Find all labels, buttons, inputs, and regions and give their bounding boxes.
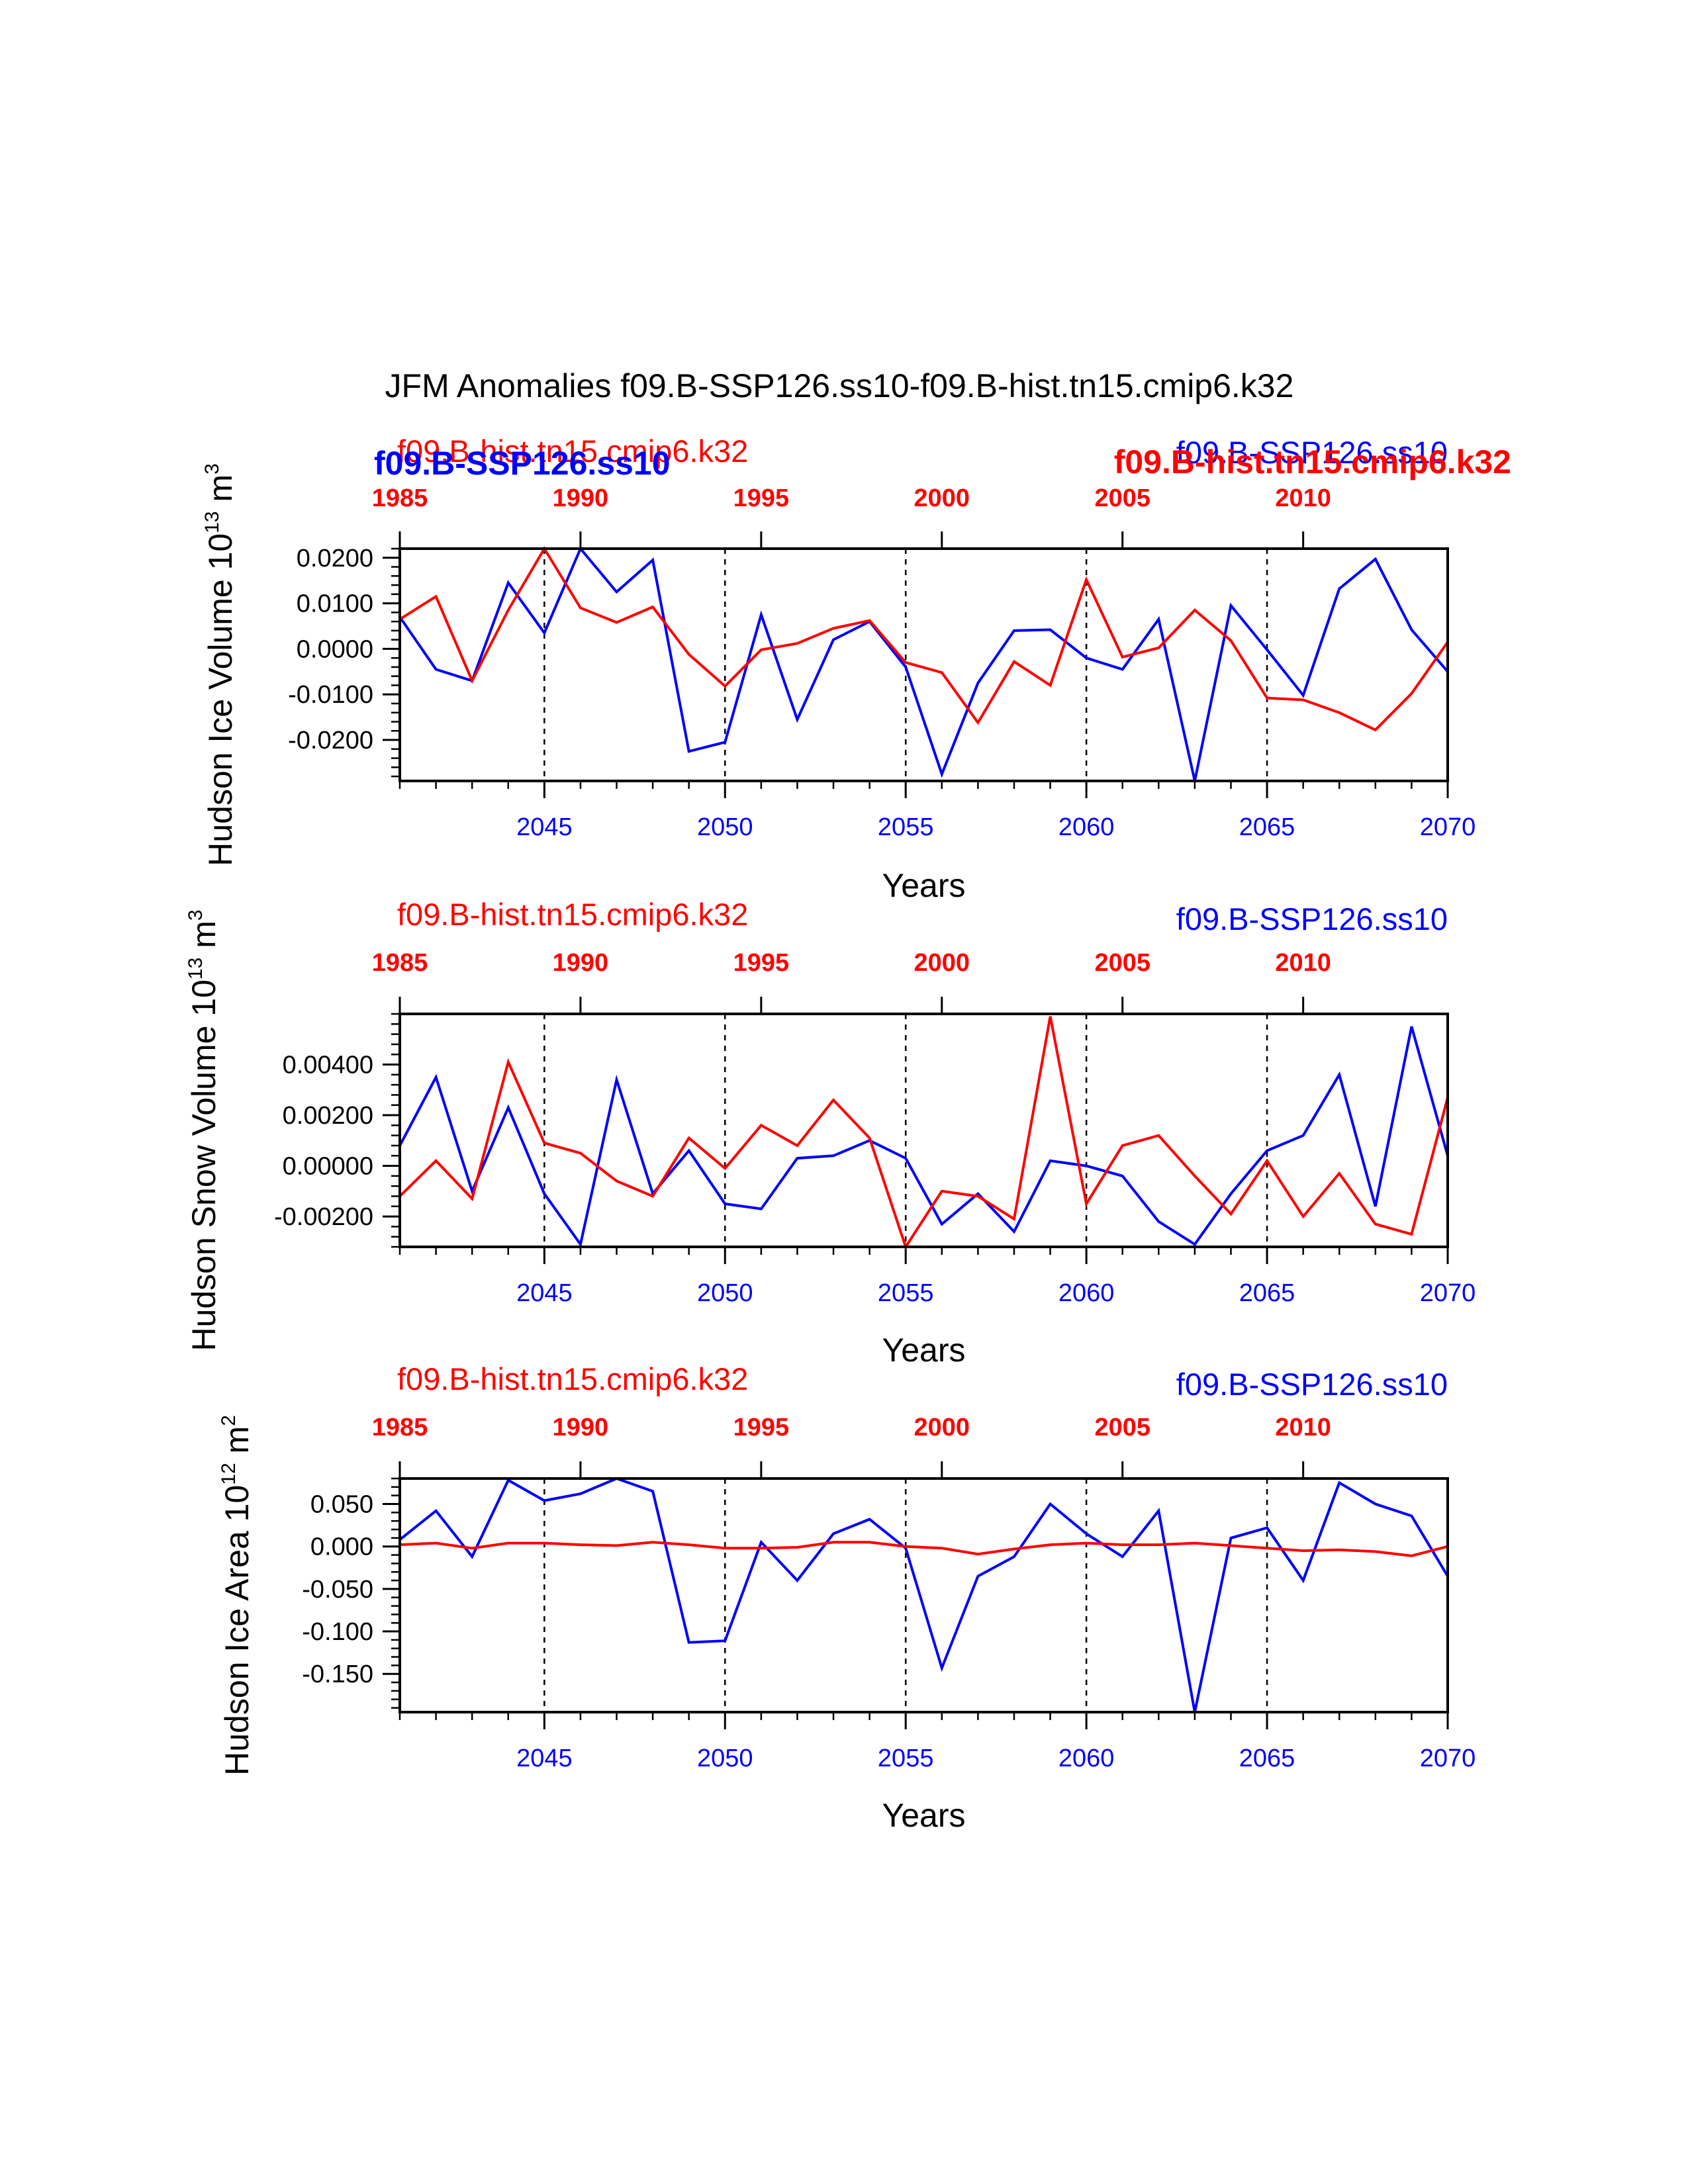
x-bottom-tick-label: 2065 <box>1239 813 1295 841</box>
series-line-ssp126 <box>400 1477 1448 1713</box>
y-tick-label: 0.050 <box>310 1491 373 1519</box>
x-bottom-tick-label: 2050 <box>697 1745 753 1772</box>
y-axis-label-unit: m <box>218 1426 256 1463</box>
x-axis-label: Years <box>882 1797 965 1834</box>
y-tick-label: 0.0100 <box>297 590 373 618</box>
y-axis-label: Hudson Snow Volume 1013 m3 <box>185 909 222 1351</box>
x-top-tick-label: 2010 <box>1275 484 1331 512</box>
figure-title: JFM Anomalies f09.B-SSP126.ss10-f09.B-hi… <box>385 367 1294 404</box>
panel-snow_volume: 2045 2050 2055 2060 2065 2070 1985 1990 1995 2000… <box>185 897 1476 1369</box>
x-top-tick-label: 1985 <box>372 484 428 512</box>
y-axis-label-text: Hudson Ice Area 10 <box>218 1485 256 1776</box>
y-tick-label: 0.000 <box>310 1533 373 1561</box>
y-axis-label-exp: 12 <box>218 1463 240 1484</box>
series-label-ssp: f09.B-SSP126.ss10 <box>1176 435 1448 470</box>
x-top-tick-label: 1995 <box>733 949 790 977</box>
y-axis-label: Hudson Ice Area 1012 m2 <box>218 1415 256 1776</box>
x-top-tick-label: 1990 <box>553 1414 609 1441</box>
x-axis-label: Years <box>882 867 965 904</box>
y-tick-label: 0.00000 <box>283 1153 373 1181</box>
series-label-hist: f09.B-hist.tn15.cmip6.k32 <box>397 897 748 932</box>
x-bottom-tick-label: 2055 <box>878 813 934 841</box>
series-label-ssp: f09.B-SSP126.ss10 <box>1176 901 1448 936</box>
series-label-hist-bold: f09.B-hist.tn15.cmip6.k32 <box>1114 443 1511 480</box>
y-tick-label: 0.0200 <box>297 545 373 572</box>
x-bottom-tick-label: 2045 <box>516 1279 573 1307</box>
series-line-ssp126 <box>400 1026 1448 1248</box>
x-top-tick-label: 2005 <box>1094 949 1150 977</box>
x-top-tick-label: 1995 <box>733 1414 790 1441</box>
y-tick-label: -0.00200 <box>274 1203 373 1231</box>
series-label-hist: f09.B-hist.tn15.cmip6.k32 <box>397 433 748 469</box>
x-bottom-tick-label: 2060 <box>1058 1745 1115 1772</box>
x-axis-label: Years <box>882 1332 965 1369</box>
x-bottom-tick-label: 2060 <box>1058 1279 1115 1307</box>
plot-frame <box>399 547 1449 782</box>
x-bottom-tick-label: 2045 <box>516 813 573 841</box>
y-axis-label: Hudson Ice Volume 1013 m3 <box>201 463 239 866</box>
y-axis-label-text: Hudson Snow Volume 10 <box>185 979 222 1351</box>
x-top-tick-label: 1990 <box>553 949 609 977</box>
x-bottom-tick-label: 2070 <box>1420 813 1476 841</box>
x-top-tick-label: 2005 <box>1094 1414 1150 1441</box>
series-line-hist <box>400 1016 1448 1250</box>
x-top-tick-label: 1990 <box>553 484 609 512</box>
x-top-tick-label: 2005 <box>1094 484 1150 512</box>
x-bottom-tick-label: 2050 <box>697 813 753 841</box>
series-line-ssp126 <box>400 546 1448 782</box>
y-axis-label-unit: m <box>185 921 222 958</box>
y-tick-label: -0.100 <box>302 1618 373 1646</box>
series-label-ssp: f09.B-SSP126.ss10 <box>1176 1367 1448 1402</box>
y-axis-label-exp: 13 <box>201 511 223 533</box>
panels: 2045 2050 2055 2060 2065 2070 1985 1990 1995 2000… <box>185 433 1511 1834</box>
x-top-tick-label: 1985 <box>372 1414 428 1441</box>
y-tick-label: -0.150 <box>302 1661 373 1688</box>
y-axis-label-unit-exp: 3 <box>201 463 223 475</box>
y-axis-label-exp: 13 <box>185 958 207 979</box>
x-bottom-tick-label: 2070 <box>1420 1279 1476 1307</box>
x-bottom-tick-label: 2065 <box>1239 1279 1295 1307</box>
y-axis-label-text: Hudson Ice Volume 10 <box>202 533 239 866</box>
x-top-tick-label: 2010 <box>1275 949 1331 977</box>
x-top-tick-label: 1995 <box>733 484 790 512</box>
x-top-tick-label: 2000 <box>914 1414 970 1441</box>
y-axis-label-unit-exp: 3 <box>185 909 207 921</box>
x-bottom-tick-label: 2060 <box>1058 813 1115 841</box>
series-line-hist <box>400 1541 1448 1557</box>
x-bottom-tick-label: 2055 <box>878 1745 934 1772</box>
y-axis-label-unit: m <box>202 475 239 512</box>
plot-frame <box>399 1477 1449 1713</box>
y-tick-label: -0.0100 <box>288 681 373 709</box>
x-bottom-tick-label: 2050 <box>697 1279 753 1307</box>
y-tick-label: -0.0200 <box>288 727 373 754</box>
y-tick-label: 0.0000 <box>297 635 373 663</box>
panel-ice_area: 2045 2050 2055 2060 2065 2070 1985 1990 1995 2000… <box>218 1361 1476 1834</box>
x-bottom-tick-label: 2070 <box>1420 1745 1476 1772</box>
x-top-tick-label: 2010 <box>1275 1414 1331 1441</box>
x-bottom-tick-label: 2065 <box>1239 1745 1295 1772</box>
x-top-tick-label: 2000 <box>914 484 970 512</box>
x-bottom-tick-label: 2055 <box>878 1279 934 1307</box>
series-label-ssp-bold: f09.B-SSP126.ss10 <box>374 445 671 482</box>
y-tick-label: -0.050 <box>302 1576 373 1604</box>
x-bottom-tick-label: 2045 <box>516 1745 573 1772</box>
series-label-hist: f09.B-hist.tn15.cmip6.k32 <box>397 1361 748 1396</box>
y-tick-label: 0.00200 <box>283 1102 373 1130</box>
y-axis-label-unit-exp: 2 <box>218 1415 240 1426</box>
x-top-tick-label: 2000 <box>914 949 970 977</box>
plot-frame <box>399 1013 1449 1248</box>
series-line-hist <box>400 546 1448 732</box>
panel-ice_volume: 2045 2050 2055 2060 2065 2070 1985 1990 1995 2000… <box>201 433 1511 904</box>
y-tick-label: 0.00400 <box>283 1052 373 1079</box>
x-top-tick-label: 1985 <box>372 949 428 977</box>
